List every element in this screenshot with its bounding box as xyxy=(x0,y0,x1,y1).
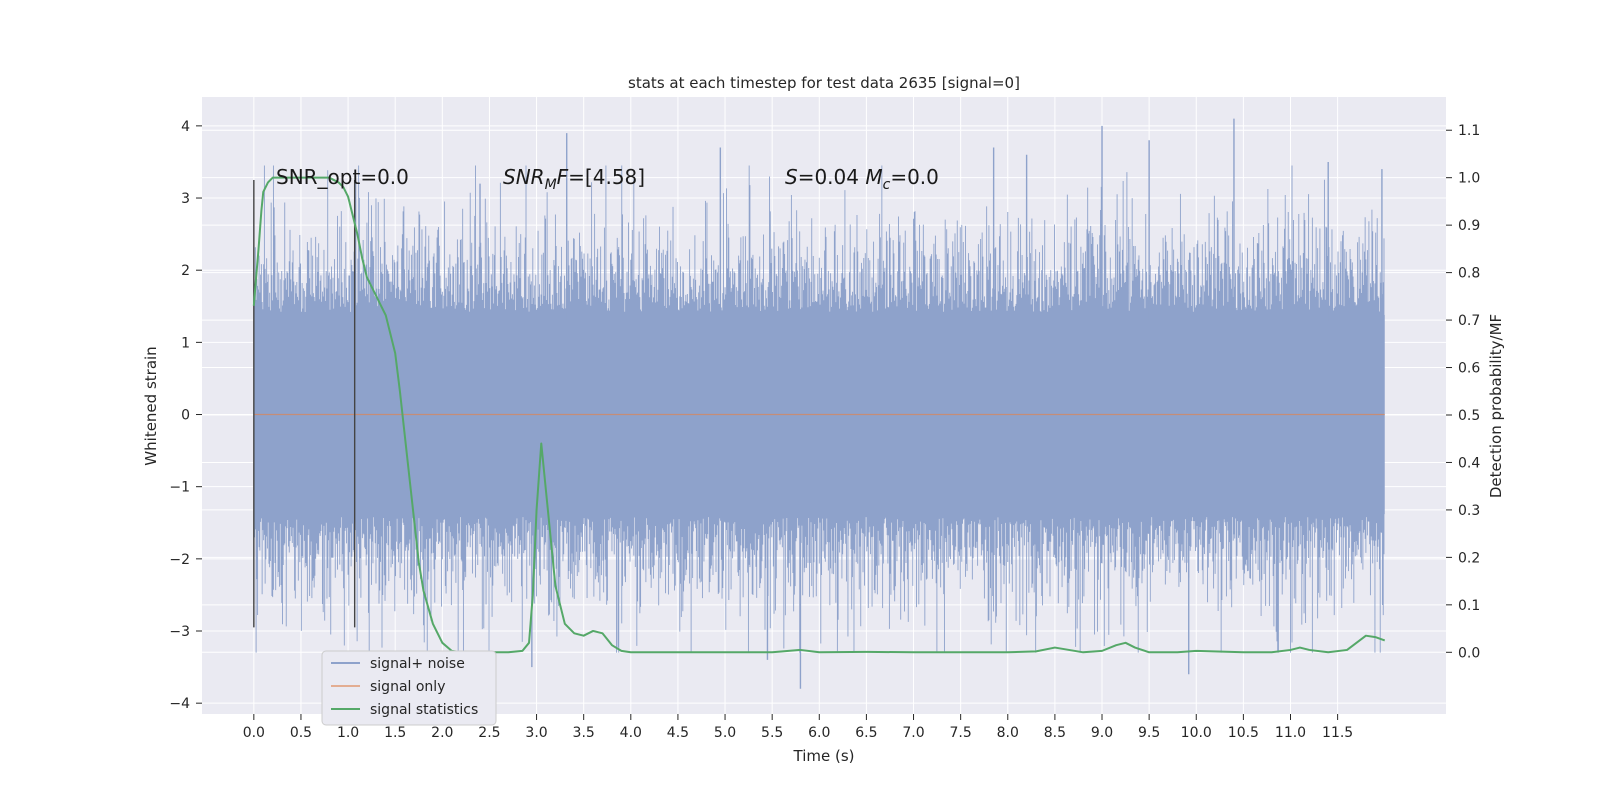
annotation-snr-mf: SNRMF=[4.58] xyxy=(503,165,645,193)
y2-tick-label: 0.6 xyxy=(1458,361,1480,377)
x-tick-label: 5.0 xyxy=(714,725,736,741)
legend-box xyxy=(321,650,497,726)
y2-tick-label: 0.0 xyxy=(1458,645,1480,661)
annotation-s-mc: S=0.04 Mc=0.0 xyxy=(785,165,939,193)
y2-tick-label: 1.0 xyxy=(1458,171,1480,187)
series-signal-statistics xyxy=(252,176,1386,654)
marker-lines xyxy=(253,179,356,628)
x-tick-label: 6.0 xyxy=(808,725,830,741)
y2-tick-label: 0.1 xyxy=(1458,598,1480,614)
y2-axis-ticks: 1.1 1.0 0.9 0.8 0.7 0.6 0.5 0.4 0.3 0.2 0.1 0.0 xyxy=(1446,123,1480,661)
x-tick-label: 0.0 xyxy=(243,725,265,741)
y-tick-label: −4 xyxy=(169,696,190,712)
x-tick-label: 11.5 xyxy=(1322,725,1353,741)
y-tick-label: 1 xyxy=(181,335,190,351)
x-tick-label: 8.0 xyxy=(997,725,1019,741)
x-tick-label: 0.5 xyxy=(290,725,312,741)
legend: signal+ noise signal only signal statist… xyxy=(321,650,497,726)
y-tick-label: 3 xyxy=(181,191,190,207)
annotation-snr-opt: SNR_opt=0.0 xyxy=(276,165,409,189)
x-axis-ticks: 0.0 0.5 1.0 1.5 2.0 2.5 3.0 3.5 4.0 4.5 5.0 5.5 6.0 6… xyxy=(243,714,1353,741)
x-tick-label: 9.5 xyxy=(1138,725,1160,741)
y-tick-label: −3 xyxy=(169,624,190,640)
y-tick-label: −1 xyxy=(169,480,190,496)
x-tick-label: 10.5 xyxy=(1228,725,1259,741)
y2-axis-label: Detection probability/MF xyxy=(1487,314,1505,498)
x-tick-label: 4.0 xyxy=(620,725,642,741)
y2-tick-label: 1.1 xyxy=(1458,123,1480,139)
x-tick-label: 3.0 xyxy=(525,725,547,741)
annotations: SNR_opt=0.0 SNRMF=[4.58] S=0.04 Mc=0.0 xyxy=(276,165,939,193)
x-tick-label: 2.5 xyxy=(478,725,500,741)
x-tick-label: 5.5 xyxy=(761,725,783,741)
y2-tick-label: 0.2 xyxy=(1458,550,1480,566)
legend-label-noise: signal+ noise xyxy=(370,656,465,672)
y2-tick-label: 0.3 xyxy=(1458,503,1480,519)
x-tick-label: 4.5 xyxy=(667,725,689,741)
y2-tick-label: 0.9 xyxy=(1458,218,1480,234)
x-tick-label: 1.5 xyxy=(384,725,406,741)
y-tick-label: 2 xyxy=(181,263,190,279)
y2-tick-label: 0.4 xyxy=(1458,455,1480,471)
y-axis-label: Whitened strain xyxy=(142,346,160,465)
x-tick-label: 10.0 xyxy=(1181,725,1212,741)
y-axis-ticks: 4 3 2 1 0 −1 −2 −3 −4 xyxy=(169,119,202,712)
x-tick-label: 2.0 xyxy=(431,725,453,741)
x-tick-label: 7.0 xyxy=(902,725,924,741)
legend-label-signal: signal only xyxy=(370,679,445,695)
x-tick-label: 1.0 xyxy=(337,725,359,741)
legend-label-stats: signal statistics xyxy=(370,702,478,718)
chart-title: stats at each timestep for test data 263… xyxy=(628,74,1020,92)
x-tick-label: 7.5 xyxy=(950,725,972,741)
x-tick-label: 3.5 xyxy=(573,725,595,741)
x-tick-label: 9.0 xyxy=(1091,725,1113,741)
x-tick-label: 11.0 xyxy=(1275,725,1306,741)
y2-tick-label: 0.7 xyxy=(1458,313,1480,329)
y-tick-label: 0 xyxy=(181,408,190,424)
y2-tick-label: 0.5 xyxy=(1458,408,1480,424)
stats-line xyxy=(252,176,1386,654)
x-axis-label: Time (s) xyxy=(793,747,855,765)
x-tick-label: 8.5 xyxy=(1044,725,1066,741)
x-tick-label: 6.5 xyxy=(855,725,877,741)
y-tick-label: 4 xyxy=(181,119,190,135)
y2-tick-label: 0.8 xyxy=(1458,266,1480,282)
y-tick-label: −2 xyxy=(169,552,190,568)
